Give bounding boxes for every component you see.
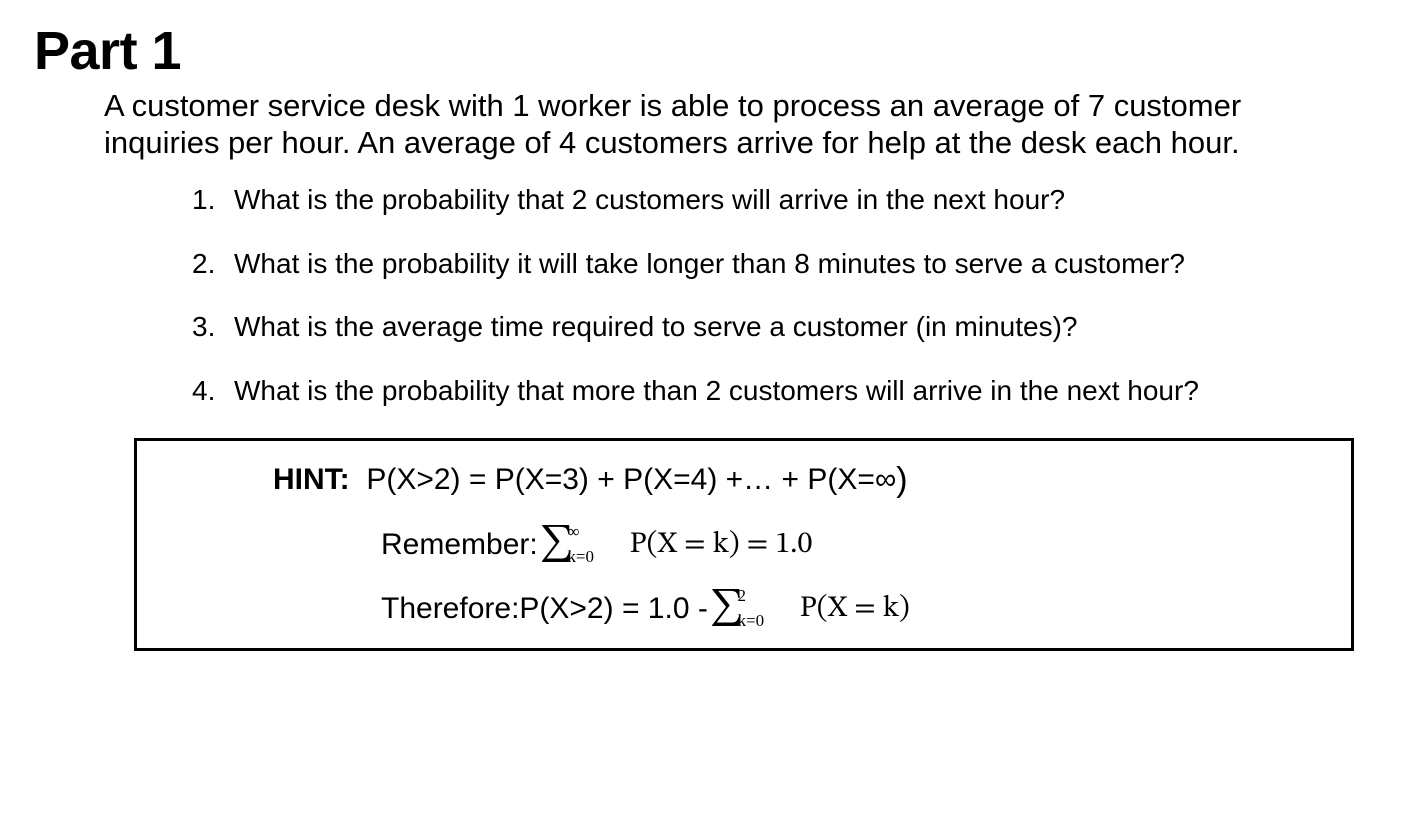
hint-expression: P(X>2) = P(X=3) + P(X=4) +… + P(X=∞ [366, 463, 896, 497]
sum-expression: ∑ 2 k=0 P(X = k) [708, 590, 910, 628]
sum-expression: ∑ ∞ k=0 P(X = k) = 1.0 [538, 526, 813, 564]
sum-body: P(X = k) [800, 594, 910, 624]
problem-statement: A customer service desk with 1 worker is… [34, 88, 1372, 161]
hint-box: HINT: P(X>2) = P(X=3) + P(X=4) +… + P(X=… [134, 438, 1354, 651]
remember-label: Remember: [381, 528, 538, 562]
close-paren: ) [896, 461, 907, 500]
hint-line-1: HINT: P(X>2) = P(X=3) + P(X=4) +… + P(X=… [273, 461, 1331, 500]
hint-label: HINT: [273, 463, 350, 497]
sum-body: P(X = k) = 1.0 [630, 530, 813, 560]
hint-line-2: Remember: ∑ ∞ k=0 P(X = k) = 1.0 [273, 526, 1331, 564]
therefore-prefix: P(X>2) = 1.0 - [519, 592, 707, 626]
sigma-icon: ∑ 2 k=0 [710, 590, 744, 626]
therefore-label: Therefore: [381, 592, 519, 626]
question-item: What is the probability that more than 2… [192, 374, 1372, 408]
question-list: What is the probability that 2 customers… [34, 183, 1372, 407]
hint-text [350, 463, 367, 497]
sigma-icon: ∑ ∞ k=0 [540, 526, 574, 562]
part-title: Part 1 [34, 20, 1372, 82]
question-item: What is the probability it will take lon… [192, 247, 1372, 281]
question-item: What is the average time required to ser… [192, 310, 1372, 344]
question-item: What is the probability that 2 customers… [192, 183, 1372, 217]
hint-line-3: Therefore: P(X>2) = 1.0 - ∑ 2 k=0 P(X = … [273, 590, 1331, 628]
